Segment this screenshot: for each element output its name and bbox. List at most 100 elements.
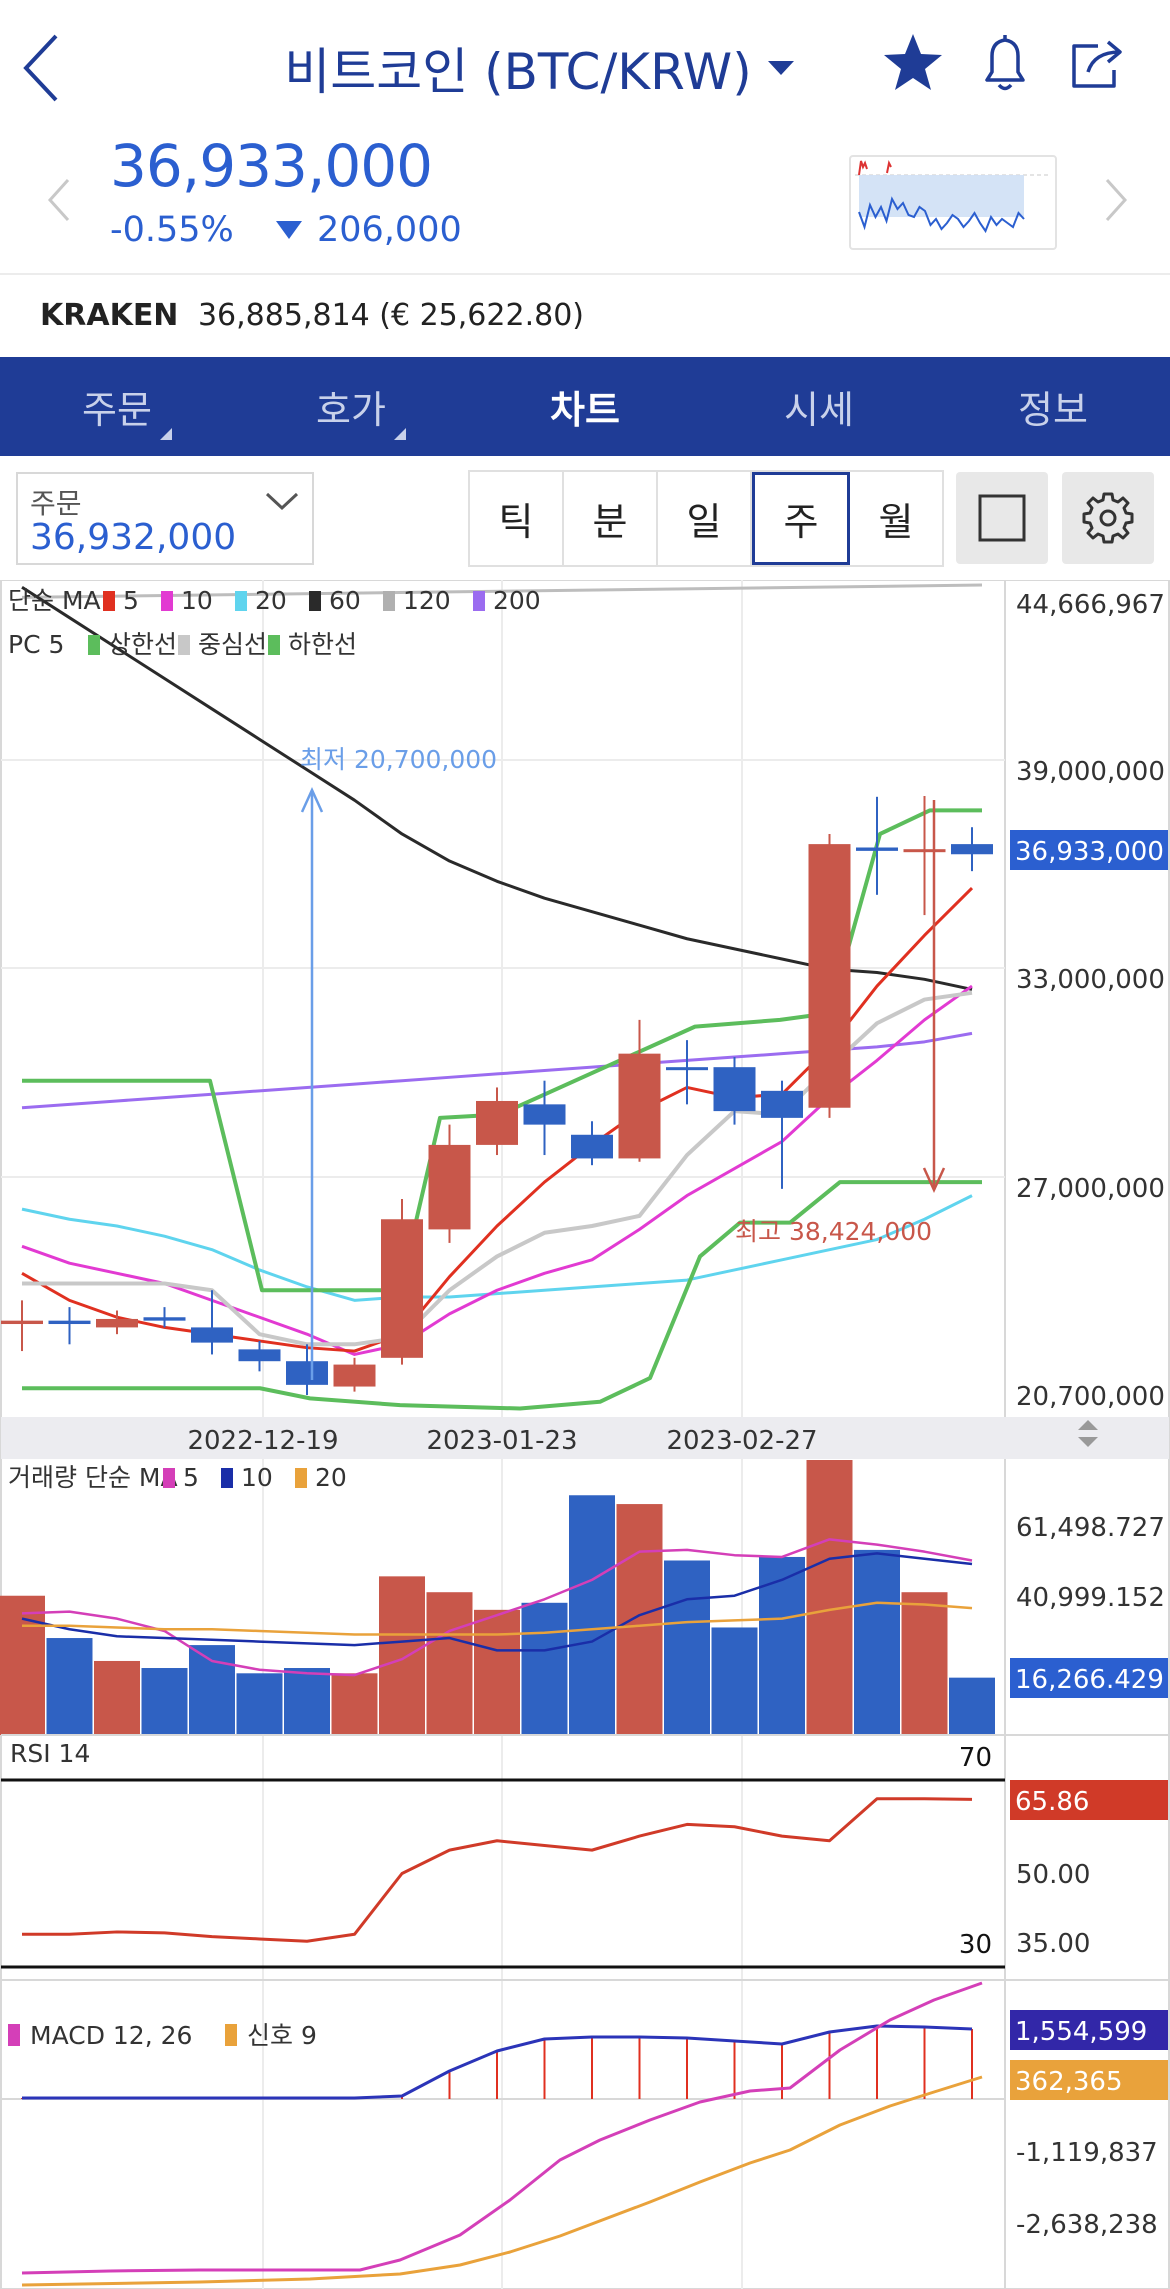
current-price: 36,933,000	[110, 132, 433, 200]
rsi-current-tag: 65.86	[1015, 1787, 1089, 1817]
volume-bar	[426, 1592, 473, 1735]
price-axis-label: 20,700,000	[1016, 1382, 1165, 1412]
chevron-left-icon	[23, 34, 58, 102]
main-tabs: 주문 호가 차트 시세 정보	[0, 357, 1170, 456]
volume-ma20-line	[22, 1601, 973, 1636]
price-axis-label: 27,000,000	[1016, 1174, 1165, 1204]
legend-swatch	[161, 591, 173, 611]
candle-body	[96, 1318, 138, 1328]
macd-axis-label: -1,119,837	[1016, 2138, 1158, 2168]
candle-body	[713, 1067, 756, 1112]
macd-line	[21, 1981, 983, 2275]
volume-legend-title: 거래량 단순 MA	[8, 1463, 178, 1492]
chart-settings-button[interactable]	[1062, 472, 1154, 564]
share-button[interactable]	[1064, 30, 1130, 100]
candle-body	[428, 1144, 471, 1230]
macd-signal-line	[21, 2075, 983, 2287]
mini-chart-graphic	[855, 159, 1051, 234]
next-coin-button[interactable]	[1095, 170, 1135, 230]
ma10-line	[21, 984, 973, 1356]
rsi-tag-bg	[1010, 1780, 1168, 1820]
volume-bar	[331, 1673, 378, 1735]
volume-bar	[46, 1638, 93, 1735]
volume-axis-label: 40,999.152	[1016, 1583, 1165, 1613]
volume-bar	[569, 1495, 615, 1735]
volume-bar	[616, 1504, 663, 1735]
legend-swatch	[295, 1468, 307, 1488]
drawing-tool-button[interactable]	[956, 472, 1048, 564]
price-axis-label: 44,666,967	[1016, 590, 1165, 620]
volume-bar	[189, 1645, 235, 1735]
mini-chart[interactable]	[849, 155, 1057, 250]
candle-body	[191, 1327, 233, 1343]
chevron-down-icon	[265, 492, 299, 511]
volume-bar	[664, 1560, 710, 1735]
price-panel	[1, 583, 993, 1411]
candle-body	[143, 1317, 186, 1321]
prev-coin-button[interactable]	[40, 170, 80, 230]
star-icon	[884, 34, 942, 90]
legend-swatch	[309, 591, 321, 611]
legend-item-label: 20	[255, 586, 287, 615]
price-axis-label: 33,000,000	[1016, 965, 1165, 995]
volume-bar	[379, 1576, 425, 1735]
macd-panel	[21, 1981, 983, 2287]
chart-area[interactable]: 단순 MA 5 10 20 60 120 200 PC 5 상한선 중심선 하한선 2022-12…	[0, 580, 1170, 2289]
candle-body	[571, 1134, 613, 1159]
volume-bar	[94, 1660, 140, 1735]
period-label: 주	[783, 500, 819, 544]
page-title: 비트코인 (BTC/KRW)	[284, 43, 752, 101]
change-amount-value: 206,000	[317, 210, 462, 250]
period-label: 일	[686, 500, 722, 544]
rsi-70-label: 70	[959, 1743, 992, 1773]
coin-selector[interactable]: 비트코인 (BTC/KRW)	[260, 30, 820, 106]
period-month[interactable]: 월	[850, 472, 942, 565]
order-price-select[interactable]: 주문 36,932,000	[16, 472, 314, 565]
legend-item-label: 5	[123, 586, 139, 615]
legend-swatch	[221, 1468, 233, 1488]
candle-body	[666, 1067, 708, 1071]
legend-swatch	[225, 2024, 237, 2046]
tab-order[interactable]: 주문	[0, 357, 234, 456]
tab-label: 차트	[550, 388, 620, 432]
square-icon	[978, 494, 1026, 542]
legend-item-label: 중심선	[198, 630, 267, 659]
legend-swatch	[178, 635, 190, 655]
favorite-button[interactable]	[880, 30, 946, 100]
period-minute[interactable]: 분	[564, 472, 658, 565]
high-annotation: 최고 38,424,000	[735, 1217, 932, 1246]
candle-body	[1, 1320, 43, 1325]
legend-swatch	[103, 591, 115, 611]
back-button[interactable]	[18, 30, 68, 106]
x-axis-label: 2023-01-23	[426, 1426, 577, 1456]
volume-bar	[0, 1595, 45, 1735]
candle-body	[48, 1320, 91, 1325]
alert-button[interactable]	[972, 30, 1038, 100]
tab-label: 주문	[82, 388, 152, 432]
chevron-right-icon	[1105, 178, 1128, 222]
rsi-panel	[22, 1797, 973, 1943]
legend-swatch	[88, 635, 100, 655]
period-week[interactable]: 주	[752, 472, 850, 565]
period-label: 월	[878, 500, 914, 544]
volume-bar	[711, 1627, 758, 1735]
dropdown-corner-icon	[160, 428, 172, 440]
tab-market[interactable]: 시세	[702, 357, 936, 456]
tab-orderbook[interactable]: 호가	[234, 357, 468, 456]
change-amount: 206,000	[275, 210, 462, 250]
panel-resize-handle[interactable]	[1078, 1420, 1098, 1447]
macd-axis-label: -2,638,238	[1016, 2210, 1158, 2240]
current-price-tag-bg	[1010, 830, 1168, 870]
volume-bar	[474, 1609, 520, 1735]
candle-body	[286, 1361, 328, 1385]
period-tick[interactable]: 틱	[470, 472, 564, 565]
divider	[0, 273, 1170, 275]
tab-chart[interactable]: 차트	[468, 357, 702, 456]
legend-swatch	[383, 591, 395, 611]
tab-info[interactable]: 정보	[936, 357, 1170, 456]
candle-body	[333, 1364, 376, 1387]
legend-item-label: 10	[241, 1463, 273, 1492]
kraken-value: 36,885,814 (€ 25,622.80)	[197, 298, 584, 333]
period-day[interactable]: 일	[658, 472, 752, 565]
candle-body	[381, 1219, 423, 1358]
